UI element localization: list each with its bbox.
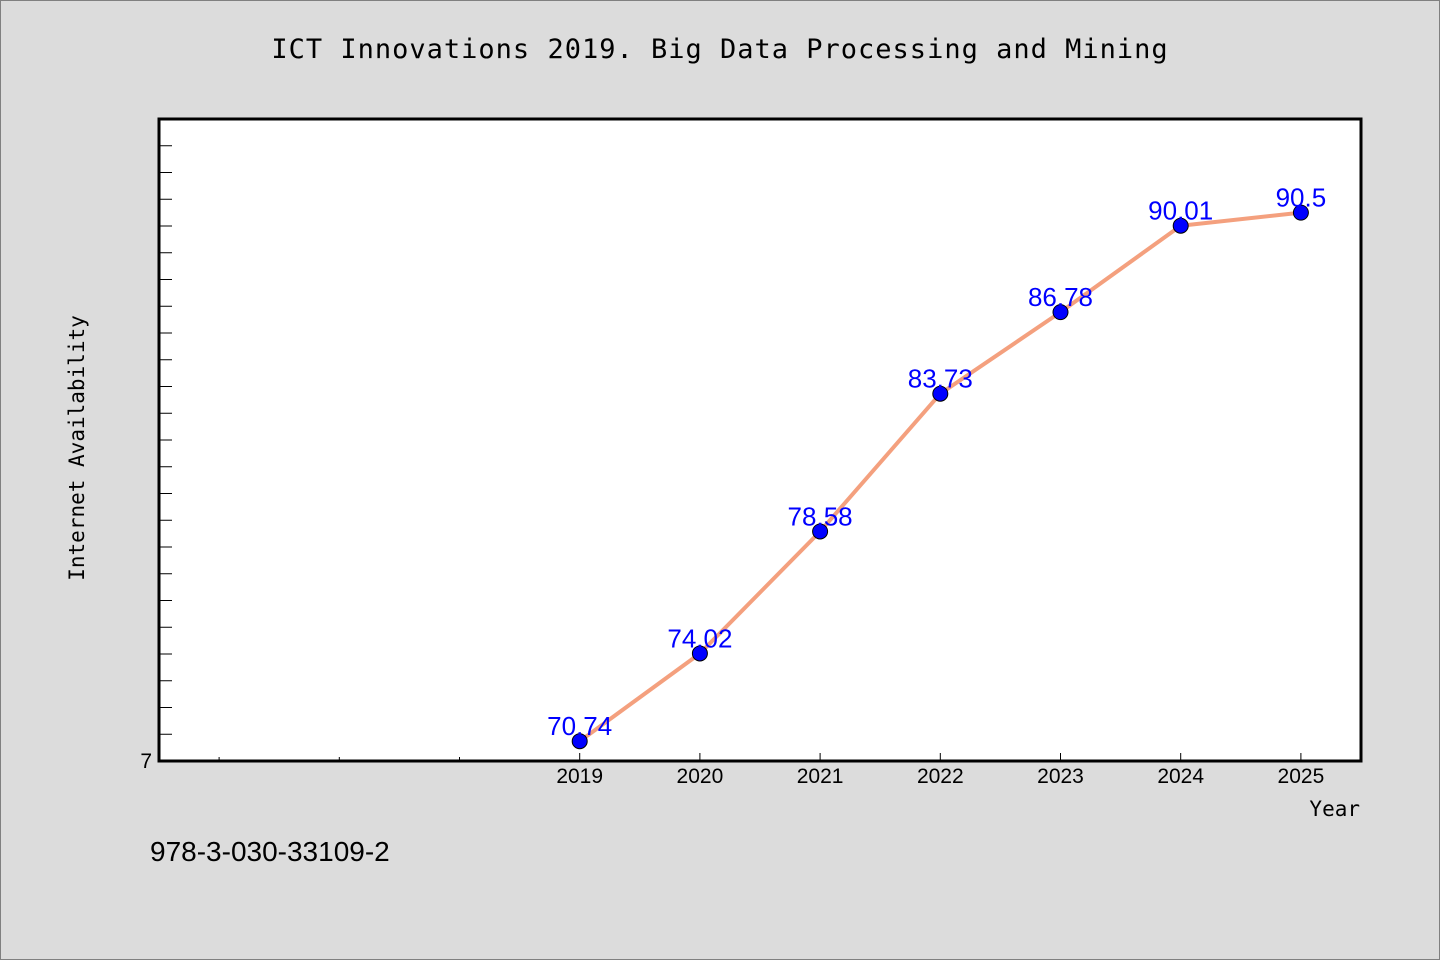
plot-area [157,117,1363,763]
data-label: 83.73 [908,364,973,394]
data-label: 74.02 [667,623,732,653]
x-tick-label: 2025 [1278,765,1325,788]
x-tick-label: 2022 [917,765,964,788]
data-label: 90.5 [1276,183,1327,213]
x-tick-label: 2020 [677,765,724,788]
data-label: 78.58 [788,501,853,531]
x-tick-label: 2019 [556,765,603,788]
data-point [1052,304,1069,321]
data-label: 70.74 [547,711,612,741]
footer-isbn: 978-3-030-33109-2 [150,836,390,867]
x-tick-label: 2023 [1037,765,1084,788]
y-tick-label: 7 [140,750,152,773]
y-axis-ticks: 7 [140,145,172,773]
series-layer [571,204,1309,750]
data-point [571,733,588,750]
x-tick-label: 2021 [797,765,844,788]
data-point [812,523,829,540]
x-axis-title: Year [1309,797,1360,821]
data-label: 90.01 [1148,196,1213,226]
x-tick-label: 2024 [1157,765,1204,788]
x-axis-ticks: 2019 2020 2021 2022 2023 2024 2025 [218,753,1325,788]
data-point [1292,204,1309,221]
data-label: 86.78 [1028,282,1093,312]
data-point [932,385,949,402]
y-axis-title: Internet Availability [65,315,89,581]
data-point [691,645,708,662]
data-labels: 70.74 74.02 78.58 83.73 86.78 90.01 90.5 [547,183,1326,742]
data-point [1172,217,1189,234]
chart-title: ICT Innovations 2019. Big Data Processin… [271,34,1169,65]
